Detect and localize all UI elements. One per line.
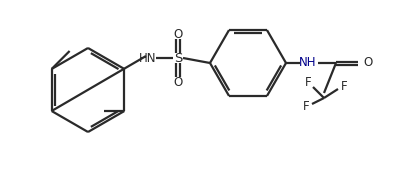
Text: HN: HN — [139, 52, 157, 64]
Text: F: F — [303, 99, 309, 112]
Text: S: S — [174, 52, 182, 64]
Text: F: F — [341, 80, 347, 92]
Text: O: O — [173, 76, 183, 89]
Text: O: O — [363, 57, 372, 70]
Text: O: O — [173, 27, 183, 40]
Text: NH: NH — [299, 57, 317, 70]
Text: F: F — [305, 77, 311, 89]
